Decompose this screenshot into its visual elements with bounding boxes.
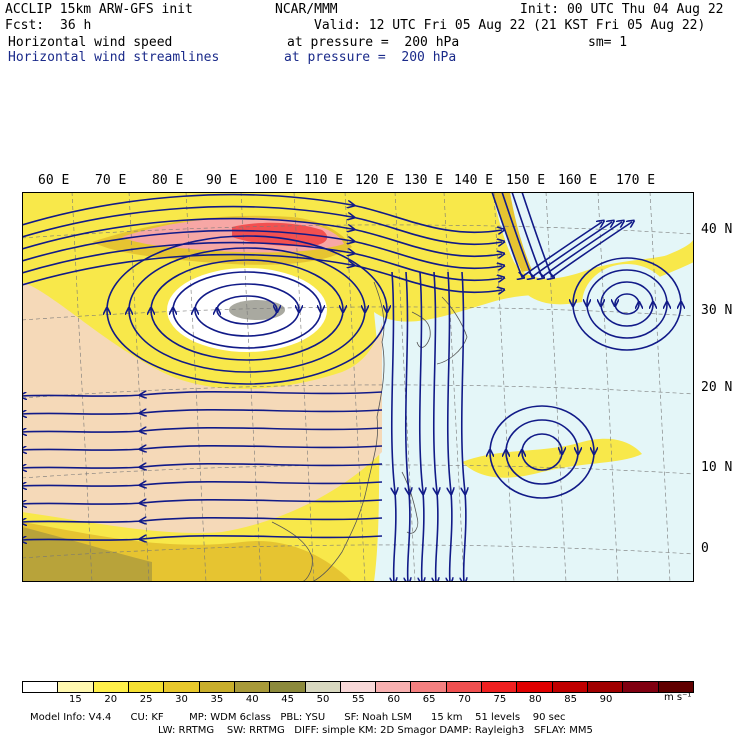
wind-map [22,192,694,582]
streamline-meridional [406,271,410,582]
colorbar-tick: 40 [245,694,259,705]
colorbar-swatch [588,682,624,692]
colorbar-swatch [517,682,553,692]
colorbar-tick: 75 [493,694,507,705]
streamline-meridional [448,271,452,582]
streamline-meridional [434,271,438,582]
streamline-meridional [420,271,424,582]
streamline-easterly [22,392,383,396]
lon-label: 150 E [506,173,546,188]
field1-name: Horizontal wind speed [8,35,173,50]
streamlines [22,192,681,582]
colorbar-swatch [305,682,341,692]
lon-label: 60 E [38,173,70,188]
colorbar-tick: 45 [281,694,294,705]
map-frame [22,192,694,582]
field2-level: at pressure = 200 hPa [284,50,457,65]
center-label: NCAR/MMM [275,2,338,17]
field2-name: Horizontal wind streamlines [8,50,220,65]
model-info-line1: Model Info: V4.4 CU: KF MP: WDM 6class P… [30,712,566,723]
streamline-easterly [22,446,383,450]
streamline-easterly [22,464,383,468]
lat-label: 20 N [701,380,733,395]
streamline-easterly [22,428,383,432]
colorbar-swatch [623,682,659,692]
lon-label: 120 E [355,173,395,188]
colorbar-tick: 50 [316,694,330,705]
lon-label: 100 E [254,173,294,188]
colorbar-tick: 20 [104,694,118,705]
lat-label: 40 N [701,222,733,237]
shade-yellow-jet-east [512,237,694,305]
colorbar-tick: 90 [599,694,613,705]
colorbar-tick: 35 [210,694,224,705]
colorbar-units: m s⁻¹ [664,692,692,703]
lon-label: 70 E [95,173,127,188]
colorbar-swatch [270,682,306,692]
colorbar-swatch [658,682,693,692]
streamline-trough [521,192,632,277]
colorbar-swatch [552,682,588,692]
coastline-indochina [271,521,313,582]
colorbar-swatch [164,682,200,692]
colorbar-tick: 60 [387,694,401,705]
streamline-jet [22,253,502,293]
colorbar-tick: 25 [139,694,153,705]
init-time: Init: 00 UTC Thu 04 Aug 22 [520,2,724,17]
colorbar-swatch [446,682,483,692]
lon-label: 160 E [558,173,598,188]
lon-line [240,192,262,582]
coastline-japan [436,296,468,365]
lon-label: 170 E [616,173,656,188]
lat-label: 0 [701,541,709,556]
lon-label: 110 E [304,173,344,188]
streamline-easterly [22,536,383,540]
fcst-value: 36 h [60,18,92,33]
colorbar-swatch [128,682,165,692]
colorbar-tick: 80 [528,694,542,705]
model-info-line2: LW: RRTMG SW: RRTMG DIFF: simple KM: 2D … [158,725,593,736]
streamline-meridional [462,271,466,582]
colorbar-swatch [93,682,129,692]
streamline-easterly [22,482,383,486]
colorbar-tick: 85 [564,694,577,705]
colorbar-swatch [234,682,271,692]
wind-speed-colorbar [22,681,694,693]
streamline-easterly [22,518,383,522]
colorbar-tick: 65 [422,694,436,705]
colorbar-swatch [340,682,377,692]
streamline-anticyclone [107,235,387,385]
model-title: ACCLIP 15km ARW-GFS init [5,2,193,17]
smoothing-label: sm= 1 [588,35,628,50]
lon-label: 130 E [404,173,444,188]
shade-light-anticyclone [582,264,672,344]
streamline-meridional [392,271,396,582]
lon-label: 80 E [152,173,184,188]
colorbar-swatch [482,682,518,692]
streamline-easterly [22,410,383,414]
colorbar-tick: 30 [175,694,188,705]
colorbar-swatch [199,682,235,692]
streamline-pacific-swirl [490,405,594,499]
colorbar-swatch [411,682,447,692]
shade-jet-core [232,222,328,247]
streamline-easterly [22,500,383,504]
colorbar-tick: 55 [352,694,365,705]
lat-label: 10 N [701,460,733,475]
valid-time: Valid: 12 UTC Fri 05 Aug 22 (21 KST Fri … [314,18,706,33]
field1-level: at pressure = 200 hPa [287,35,460,50]
colorbar-tick: 15 [69,694,82,705]
coastline-asia [311,281,385,582]
colorbar-swatch [23,682,59,692]
lat-label: 30 N [701,303,733,318]
colorbar-swatch [376,682,412,692]
lon-line [185,192,207,582]
fcst-label: Fcst: [5,18,45,33]
lon-label: 140 E [454,173,494,188]
colorbar-tick: 70 [458,694,471,705]
lat-line [22,544,694,559]
lon-label: 90 E [206,173,238,188]
lon-line [649,192,671,582]
colorbar-swatch [58,682,94,692]
